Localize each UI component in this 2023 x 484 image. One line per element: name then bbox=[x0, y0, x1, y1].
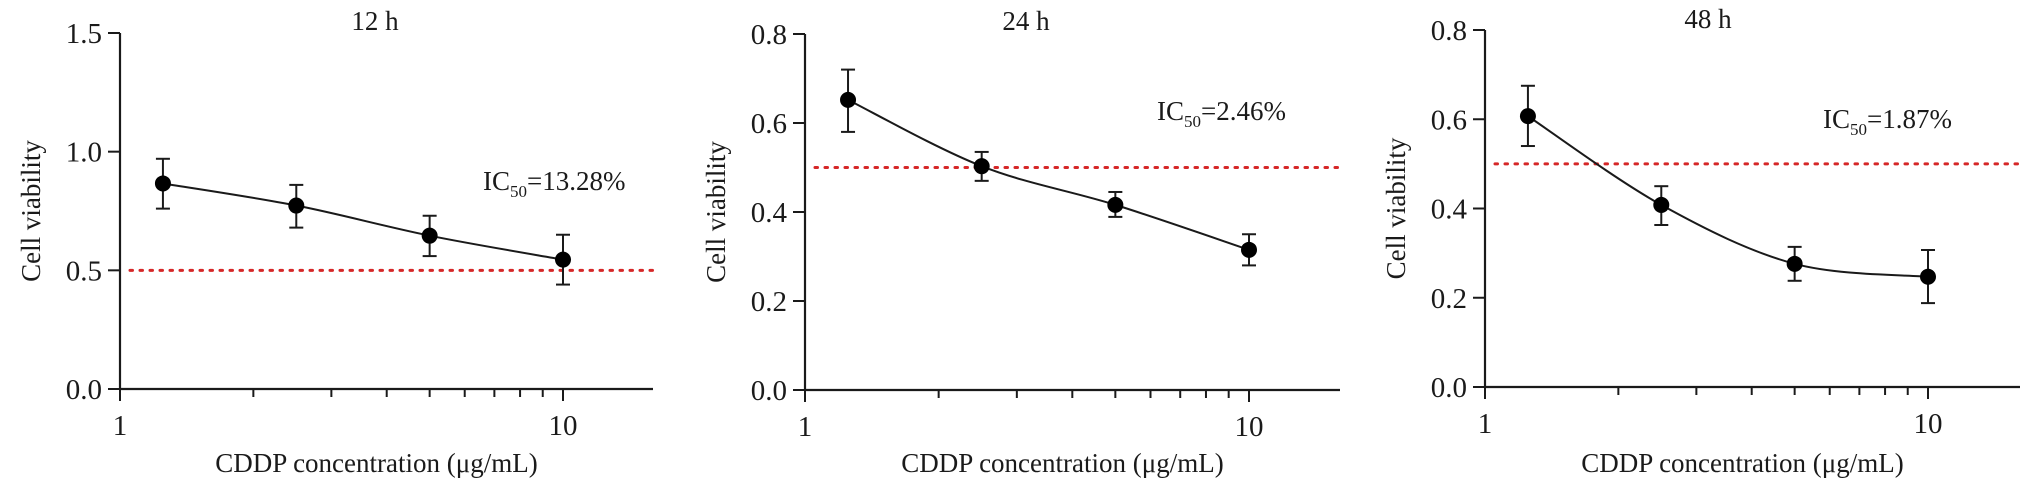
y-tick-label: 0.2 bbox=[1431, 283, 1467, 315]
y-tick-label: 0.4 bbox=[751, 197, 788, 229]
data-point bbox=[154, 175, 171, 192]
y-tick-label: 0.8 bbox=[1431, 15, 1467, 47]
ic50-prefix: IC bbox=[1823, 104, 1850, 134]
x-tick-label: 10 bbox=[1914, 408, 1943, 440]
ic50-annotation: IC50=2.46% bbox=[1157, 96, 1286, 131]
panel-12h: 0.0 0.5 1.0 1.5 1 10 12 h IC50=13.28% CDDP conce… bbox=[16, 6, 655, 478]
x-axis-label: CDDP concentration (μg/mL) bbox=[901, 448, 1223, 478]
fit-curve bbox=[162, 182, 564, 261]
y-axis-label: Cell viability bbox=[16, 140, 46, 282]
y-tick-label: 0.0 bbox=[66, 374, 102, 406]
panel-48h: 0.0 0.2 0.4 0.6 0.8 1 10 48 h IC50=1.87% CDDP con… bbox=[1381, 4, 2022, 478]
y-axis-label: Cell viability bbox=[1381, 137, 1411, 279]
x-tick-label: 1 bbox=[113, 410, 128, 442]
y-axis-label: Cell viability bbox=[701, 141, 731, 283]
y-tick-label: 0.8 bbox=[751, 19, 787, 51]
data-point bbox=[1107, 196, 1124, 213]
ic50-subscript: 50 bbox=[1184, 112, 1201, 131]
data-point bbox=[1920, 268, 1936, 285]
ic50-value: =13.28% bbox=[527, 166, 625, 196]
ic50-prefix: IC bbox=[1157, 96, 1184, 126]
y-tick-label: 0.4 bbox=[1431, 194, 1468, 226]
y-tick-label: 0.2 bbox=[751, 286, 787, 318]
y-tick-label: 0.0 bbox=[1431, 372, 1467, 404]
data-point bbox=[421, 227, 438, 244]
y-tick-label: 1.0 bbox=[66, 137, 102, 169]
data-point bbox=[1786, 255, 1803, 272]
data-point bbox=[973, 158, 990, 175]
data-point bbox=[1653, 196, 1670, 213]
data-point bbox=[555, 251, 571, 268]
panel-title: 12 h bbox=[351, 6, 399, 36]
data-point bbox=[1241, 241, 1257, 258]
data-point bbox=[1519, 108, 1536, 125]
ic50-value: =1.87% bbox=[1867, 104, 1952, 134]
fit-curve bbox=[847, 98, 1250, 251]
x-tick-label: 1 bbox=[798, 411, 813, 443]
y-tick-label: 0.0 bbox=[751, 375, 787, 407]
ic50-value: =2.46% bbox=[1201, 96, 1286, 126]
x-tick-label: 10 bbox=[549, 410, 578, 442]
ic50-subscript: 50 bbox=[1850, 120, 1867, 139]
y-tick-label: 1.5 bbox=[66, 18, 102, 50]
fit-curve bbox=[1527, 115, 1929, 278]
y-tick-label: 0.6 bbox=[1431, 104, 1467, 136]
x-axis-label: CDDP concentration (μg/mL) bbox=[1581, 448, 1903, 478]
x-axis-label: CDDP concentration (μg/mL) bbox=[215, 448, 537, 478]
x-tick-label: 10 bbox=[1235, 411, 1264, 443]
ic50-prefix: IC bbox=[483, 166, 510, 196]
panel-title: 24 h bbox=[1002, 6, 1050, 36]
data-point bbox=[288, 197, 305, 214]
ic50-annotation: IC50=13.28% bbox=[483, 166, 625, 201]
panel-24h: 0.0 0.2 0.4 0.6 0.8 1 10 24 h IC50=2.46% CDDP con… bbox=[701, 6, 1342, 478]
ic50-subscript: 50 bbox=[510, 182, 527, 201]
panel-title: 48 h bbox=[1684, 4, 1732, 34]
y-tick-label: 0.6 bbox=[751, 108, 787, 140]
data-point bbox=[840, 91, 857, 108]
ic50-annotation: IC50=1.87% bbox=[1823, 104, 1952, 139]
y-tick-label: 0.5 bbox=[66, 255, 102, 287]
x-tick-label: 1 bbox=[1478, 408, 1493, 440]
